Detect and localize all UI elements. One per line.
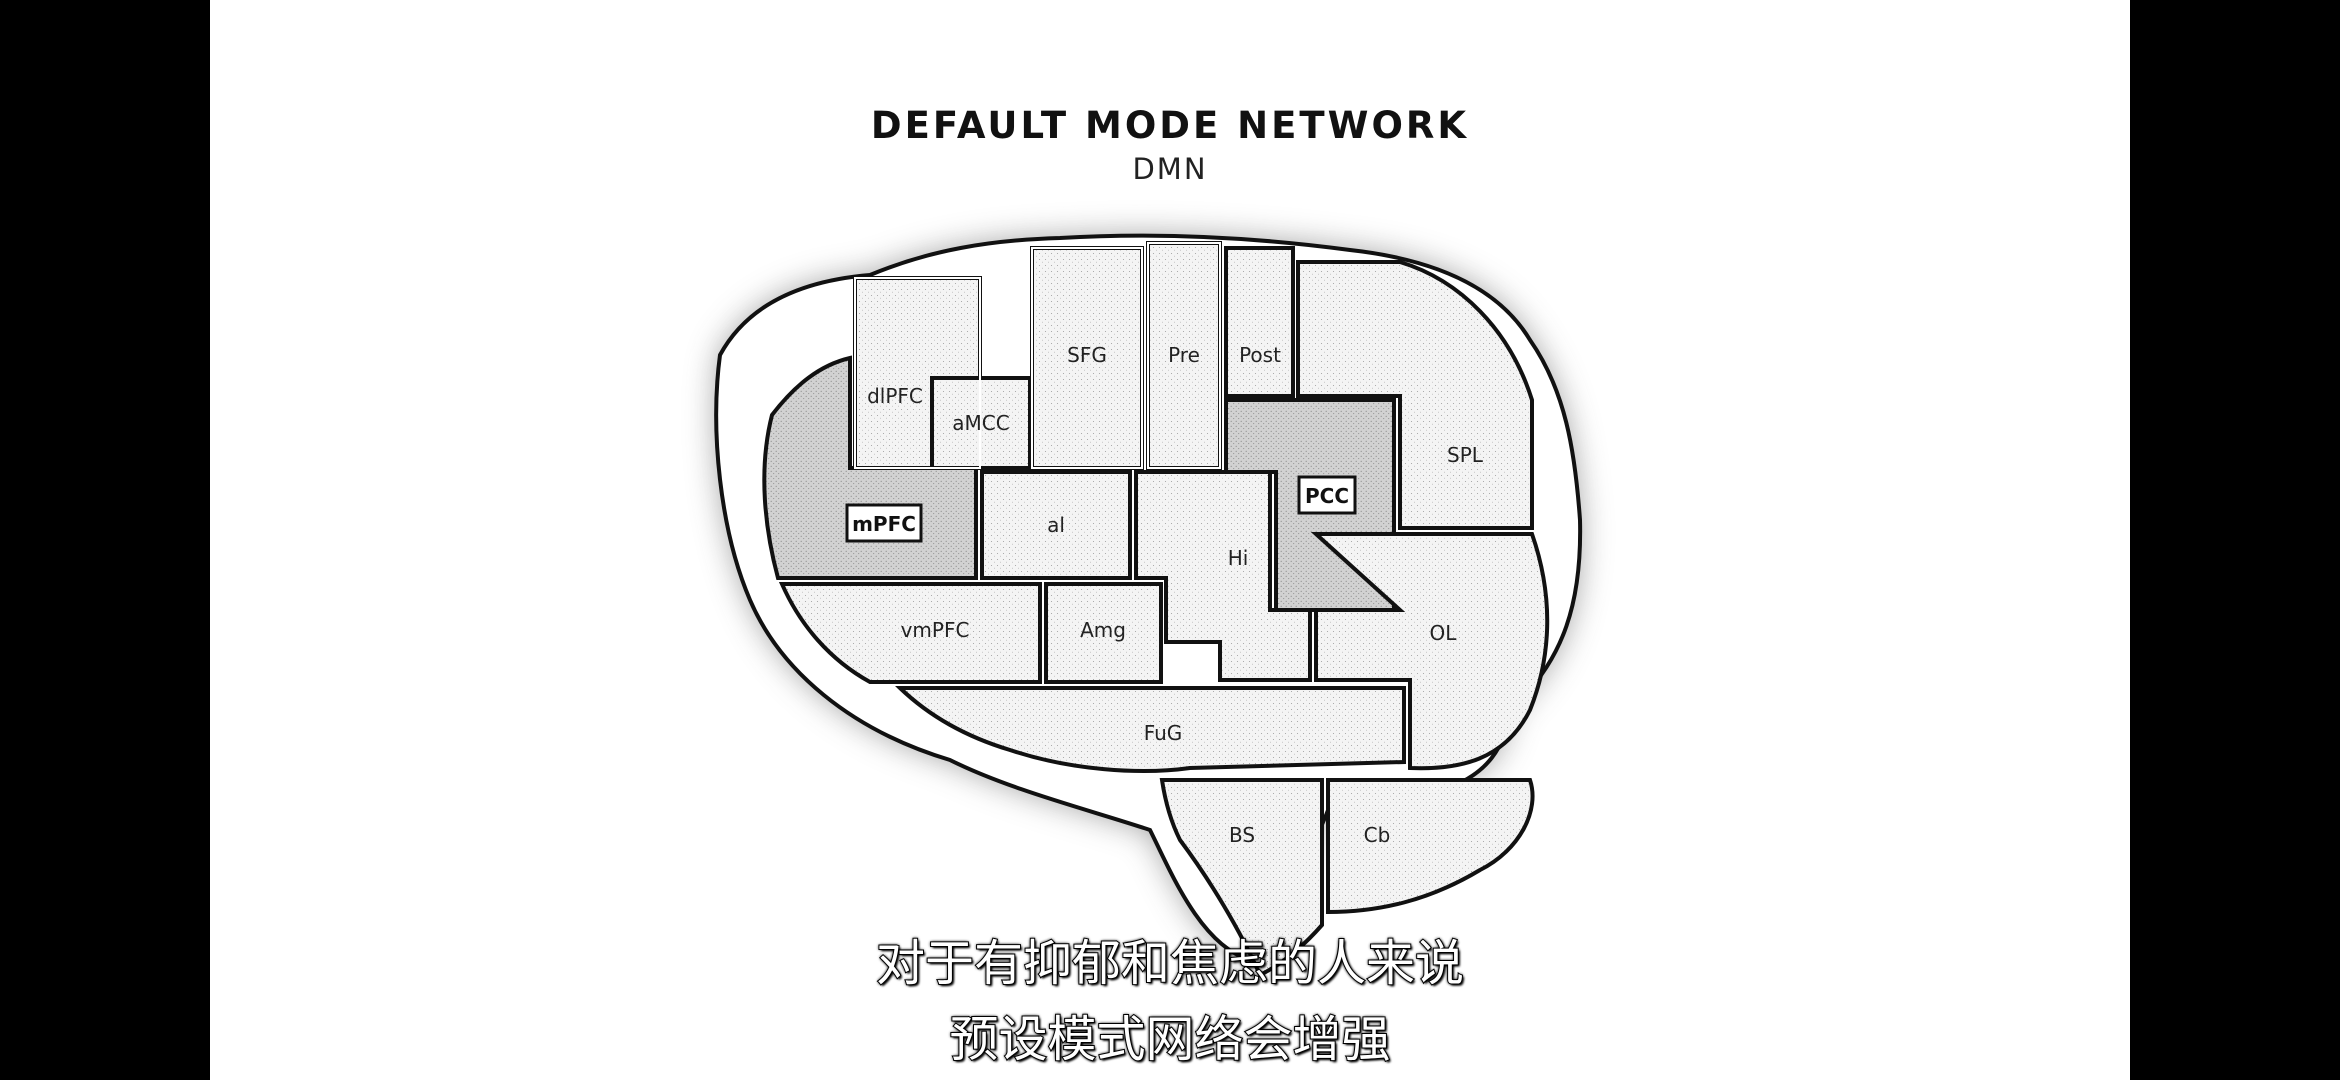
label-pre: Pre [1168,343,1200,367]
letterbox-left [0,0,210,1080]
brain-diagram: dlPFC aMCC SFG Pre Post SPL al Hi vmPFC … [714,233,1583,978]
region-gutters [854,242,1221,469]
label-fug: FuG [1144,721,1183,745]
region-cb [1326,778,1535,915]
region-labels: dlPFC aMCC SFG Pre Post SPL al Hi vmPFC … [867,343,1484,847]
label-dlpfc: dlPFC [867,384,923,408]
region-fug [895,686,1406,773]
region-bs [1159,778,1324,978]
highlight-labels: mPFC PCC [845,475,1357,543]
region-spl [1296,260,1534,530]
label-sfg: SFG [1067,343,1107,367]
pcc-label-box [1297,475,1357,515]
subtitle-line-1: 对于有抑郁和焦虑的人来说 [875,934,1465,993]
label-amg: Amg [1080,618,1126,642]
region-amg [1044,582,1163,684]
region-post [1224,246,1295,398]
region-hi [1134,470,1312,682]
diagram-subtitle: DMN [1132,152,1208,186]
region-vmpfc [778,582,1042,684]
region-grid [762,241,1550,978]
label-pcc: PCC [1305,484,1349,508]
diagram-title: DEFAULT MODE NETWORK [870,104,1470,147]
label-ol: OL [1430,621,1458,645]
subtitle-line-2: 预设模式网络会增强 [948,1010,1391,1069]
video-frame: DEFAULT MODE NETWORK DMN [210,0,2130,1080]
label-hi: Hi [1228,546,1249,570]
region-ol [1310,532,1550,771]
label-mpfc: mPFC [852,512,916,536]
label-cb: Cb [1364,823,1391,847]
label-al: al [1047,513,1065,537]
label-vmpfc: vmPFC [901,618,970,642]
label-post: Post [1239,343,1281,367]
letterbox-right [2130,0,2340,1080]
label-amcc: aMCC [952,411,1009,435]
region-al [980,470,1132,580]
mpfc-label-box [845,503,923,543]
label-bs: BS [1229,823,1255,847]
label-spl: SPL [1447,443,1484,467]
